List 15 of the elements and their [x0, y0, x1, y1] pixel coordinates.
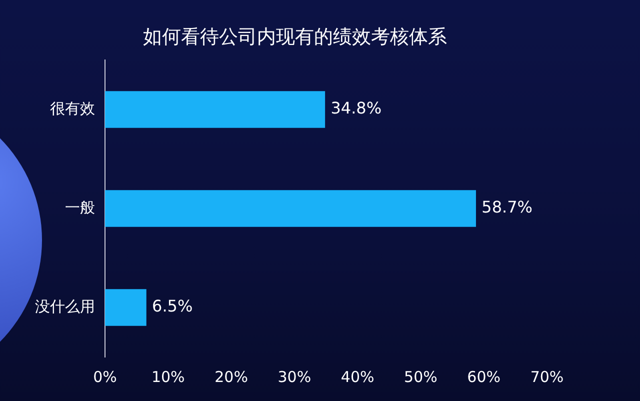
data-label: 6.5%	[152, 296, 193, 316]
x-tick-label: 0%	[93, 368, 117, 386]
x-tick-label: 20%	[214, 368, 248, 386]
x-tick-label: 10%	[151, 368, 185, 386]
x-tick-label: 60%	[467, 368, 501, 386]
y-tick-label: 没什么用	[35, 297, 95, 316]
x-tick-label: 50%	[404, 368, 438, 386]
y-tick-label: 一般	[65, 198, 95, 216]
x-tick-label: 70%	[530, 368, 564, 386]
data-label: 34.8%	[330, 98, 382, 118]
data-label: 58.7%	[482, 198, 532, 217]
y-tick-label: 很有效	[50, 99, 95, 118]
chart-title: 如何看待公司内现有的绩效考核体系	[142, 25, 448, 50]
x-tick-label: 40%	[340, 368, 374, 386]
x-tick-label: 30%	[278, 368, 312, 386]
